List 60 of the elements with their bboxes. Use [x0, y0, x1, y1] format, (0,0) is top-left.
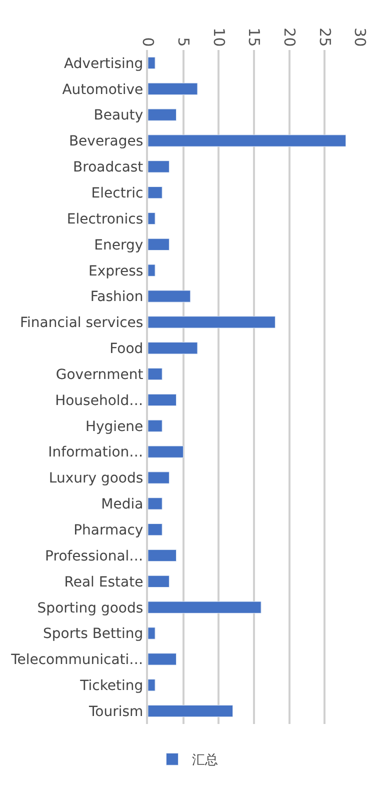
bar	[148, 264, 156, 276]
bar	[148, 549, 177, 562]
y-tick-label: Beauty	[94, 108, 144, 124]
bar	[148, 290, 191, 302]
bar	[148, 446, 184, 458]
y-tick-label: Advertising	[64, 56, 144, 72]
y-tick-label: Electric	[91, 185, 144, 202]
bar	[148, 523, 162, 536]
x-tick-label: 25	[316, 28, 334, 47]
bar	[148, 82, 198, 95]
y-tick-label: Pharmacy	[74, 522, 144, 538]
bar	[148, 472, 170, 484]
y-tick-label: Hygiene	[85, 418, 144, 435]
bar	[148, 186, 162, 199]
x-tick-label: 15	[245, 28, 264, 47]
bar	[148, 368, 162, 380]
y-tick-label: Sporting goods	[37, 600, 144, 616]
y-tick-label: Express	[88, 263, 144, 280]
y-tick-label: Government	[56, 366, 144, 383]
bar	[148, 316, 276, 328]
y-tick-label: Financial services	[20, 315, 144, 332]
y-tick-label: Fashion	[90, 289, 144, 306]
x-tick-label: 0	[139, 37, 158, 47]
legend-label: 汇总	[192, 753, 218, 768]
bar	[148, 160, 170, 173]
y-tick-label: Sports Betting	[43, 626, 144, 642]
bar	[148, 704, 234, 718]
y-tick-label: Beverages	[68, 134, 144, 150]
bar	[148, 420, 162, 432]
y-tick-label: Electronics	[66, 211, 144, 228]
bar	[148, 342, 198, 354]
y-tick-label: Broadcast	[73, 160, 144, 176]
y-tick-label: Ticketing	[79, 678, 144, 694]
bar	[148, 601, 262, 614]
y-tick-label: Automotive	[62, 82, 144, 98]
x-tick-label: 5	[174, 37, 192, 47]
bar	[148, 498, 162, 510]
bar	[148, 56, 156, 70]
bar	[148, 134, 346, 147]
bar	[148, 653, 177, 666]
y-tick-label: Luxury goods	[48, 470, 144, 487]
y-tick-label: Telecommunicati…	[10, 652, 144, 668]
x-tick-label: 10	[210, 28, 228, 47]
bar	[148, 238, 170, 251]
y-tick-label: Professional…	[45, 548, 144, 564]
y-tick-label: Real Estate	[64, 574, 144, 590]
y-tick-label: Media	[101, 496, 144, 513]
bar	[148, 627, 156, 640]
bar	[148, 679, 156, 692]
bar	[148, 394, 177, 406]
y-tick-label: Food	[110, 341, 144, 358]
y-tick-label: Information…	[48, 444, 144, 461]
bar	[148, 108, 177, 121]
x-tick-label: 20	[280, 28, 298, 47]
bar	[148, 212, 156, 225]
y-tick-label: Household…	[55, 392, 144, 409]
y-tick-label: Tourism	[88, 704, 144, 720]
y-tick-label: Energy	[94, 237, 144, 254]
x-tick-label: 30	[351, 28, 370, 47]
bar	[148, 575, 170, 588]
